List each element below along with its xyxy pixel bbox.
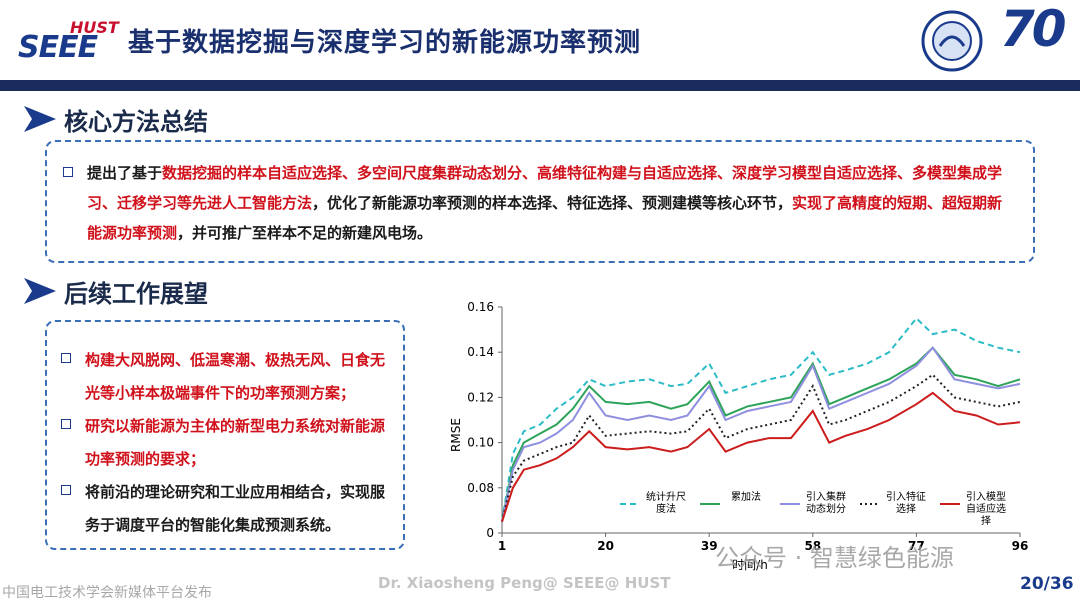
x-tick-label: 20 [597,539,614,553]
series-line [501,391,1021,523]
text-segment: ，并可推广至样本不足的新建风电场。 [177,224,433,242]
anniversary-logo: 70 [1000,0,1067,58]
series-line [501,373,1021,522]
y-tick-label: 0.16 [467,300,494,314]
chart: 0 0.08 0.10 0.12 0.14 0.16 1 20 39 58 77 96 RMSE 时间/h… [449,300,1029,572]
legend-label: 累加法 [731,490,761,503]
x-tick-label: 39 [701,539,718,553]
chevron [24,106,56,132]
x-tick-label: 77 [908,539,925,553]
x-tick-label: 96 [1012,539,1029,553]
logo-text: SEEE [18,30,98,65]
y-tick-label: 0.08 [467,481,494,495]
text-segment: 提出了基于 [87,164,163,182]
page-number: 20/36 [1020,574,1074,594]
x-tick-label: 1 [498,539,506,553]
item-list: 构建大风脱网、低温寒潮、极热无风、日食无光等小样本极端事件下的功率预测方案； 研究… [59,344,389,542]
text-segment: 构建大风脱网、低温寒潮、极热无风、日食无光等小样本极端事件下的功率预测方案； [85,351,386,402]
series-line [501,346,1021,522]
legend-label: 引入模型自适应选择 [966,490,1006,527]
section-box: 提出了基于数据挖掘的样本自适应选择、多空间尺度集群动态划分、高维特征构建与自适应… [45,140,1035,263]
section-box: 构建大风脱网、低温寒潮、极热无风、日食无光等小样本极端事件下的功率预测方案； 研究… [45,320,405,550]
text-segment: ，优化了新能源功率预测的样本选择、特征选择、预测建模等核心环节， [312,194,793,212]
source: 中国电工技术学会新媒体平台发布 [2,585,212,601]
emblem [921,10,983,72]
y-tick-label: 0.14 [467,345,494,359]
text-segment: 数据挖掘的样本自适应选择、多空间尺度集群动态划分、高维特征构建与自适应选择、深度… [87,164,1003,212]
section-heading: 核心方法总结 [64,108,208,136]
section-heading: 后续工作展望 [64,280,208,308]
author: Dr. Xiaosheng Peng@ SEEE@ HUST [378,574,671,592]
y-tick-label: 0.12 [467,390,494,404]
text-segment: 研究以新能源为主体的新型电力系统对新能源功率预测的要求； [85,417,386,468]
logo-text: HUST [70,18,119,37]
x-tick-label: 58 [804,539,821,553]
legend-label: 统计升尺度法 [646,490,686,515]
bullet-item: 将前沿的理论研究和工业应用相结合，实现服务于调度平台的智能化集成预测系统。 [59,476,389,542]
text-segment: 实现了高精度的短期、超短期新能源功率预测 [87,194,1003,242]
y-axis-label: RMSE [449,418,463,452]
bullet-item: 构建大风脱网、低温寒潮、极热无风、日食无光等小样本极端事件下的功率预测方案； [59,344,389,410]
slide-title: 基于数据挖掘与深度学习的新能源功率预测 [128,28,642,58]
bullet-item: 提出了基于数据挖掘的样本自适应选择、多空间尺度集群动态划分、高维特征构建与自适应… [61,158,1013,248]
text-segment: 将前沿的理论研究和工业应用相结合，实现服务于调度平台的智能化集成预测系统。 [85,483,386,534]
header-bar [0,80,1080,91]
legend-label: 引入特征选择 [886,491,926,515]
chevron [24,278,56,304]
x-axis-label: 时间/h [732,558,768,572]
bullet-item: 研究以新能源为主体的新型电力系统对新能源功率预测的要求； [59,410,389,476]
series-line [501,316,1021,522]
y-tick-label: 0.10 [467,436,494,450]
item-list: 提出了基于数据挖掘的样本自适应选择、多空间尺度集群动态划分、高维特征构建与自适应… [61,158,1013,248]
watermark: 公众号 · 智慧绿色能源 [715,544,954,572]
y-tick-label: 0 [486,526,494,540]
series-line [501,346,1021,522]
legend-label: 引入集群动态划分 [806,490,846,515]
